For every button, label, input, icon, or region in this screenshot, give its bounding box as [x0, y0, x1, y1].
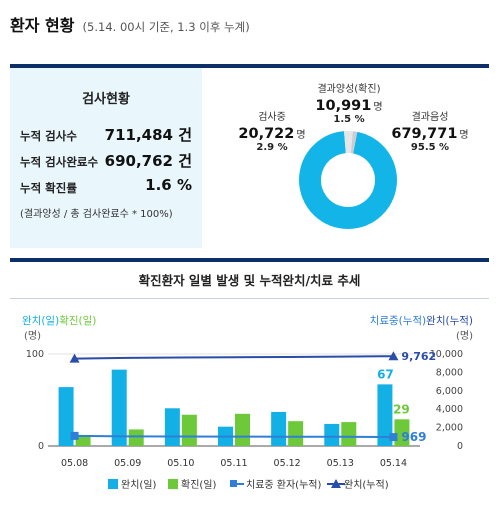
- negative-pct: 95.5 %: [410, 142, 450, 153]
- point-treatment-cumulative: [70, 431, 79, 440]
- legend-label: 완치(누적): [344, 479, 389, 491]
- right-tick-label: 6,000: [436, 386, 463, 397]
- legend-label: 완치(일): [121, 479, 157, 491]
- positive-rate-label: 누적 확진률: [20, 181, 77, 195]
- bar-recovered-daily: [111, 369, 127, 446]
- x-tick-label: 05.14: [380, 458, 407, 469]
- x-tick-label: 05.12: [274, 458, 301, 469]
- testing-unit: 명: [296, 130, 306, 141]
- x-tick-label: 05.10: [167, 458, 194, 469]
- right-tick-label: 4,000: [436, 404, 463, 415]
- test-summary-box: 검사현황 누적 검사수 711,484 건 누적 검사완료수 690,762 건…: [10, 68, 202, 248]
- legend-swatch: [168, 479, 178, 489]
- chart-title: 확진환자 일별 발생 및 누적완치/치료 추세: [138, 273, 361, 288]
- bar-recovered-daily: [58, 387, 74, 446]
- left-axis-caption-a: 완치(일): [22, 314, 59, 327]
- completed-tests-label: 누적 검사완료수: [20, 155, 99, 169]
- section-divider-top: [10, 64, 489, 68]
- testing-stat: 검사중 20,722 명 2.9 %: [232, 108, 312, 153]
- negative-stat: 결과음성 679,771 명 95.5 %: [380, 108, 480, 153]
- positive-rate-value: 1.6 %: [145, 176, 192, 194]
- testing-label: 검사중: [258, 112, 286, 123]
- right-tick-label: 0: [457, 441, 463, 452]
- legend-label: 치료중 환자(누적): [246, 479, 321, 491]
- right-axis-caption: 치료중(누적)완치(누적): [370, 314, 473, 327]
- left-axis-caption: 완치(일)확진(일): [22, 314, 96, 327]
- positive-rate-note: (결과양성 / 총 검사완료수 * 100%): [20, 209, 173, 220]
- line-recovered-cumulative: [74, 355, 394, 360]
- bar-recovered-daily: [377, 384, 393, 446]
- cumulative-tests-label: 누적 검사수: [20, 129, 77, 143]
- positive-unit: 명: [373, 102, 383, 113]
- point-treatment-cumulative: [389, 433, 398, 442]
- data-label: 969: [401, 430, 426, 444]
- left-axis-unit: (명): [24, 330, 41, 342]
- positive-stat: 결과양성(확진) 10,991 명 1.5 %: [305, 80, 393, 125]
- negative-unit: 명: [459, 130, 469, 141]
- point-recovered-cumulative: [69, 353, 80, 363]
- left-tick-label: 100: [26, 349, 44, 360]
- bar-confirmed-daily: [341, 422, 357, 446]
- right-tick-label: 8,000: [436, 367, 463, 378]
- test-summary-title: 검사현황: [82, 92, 130, 107]
- x-tick-label: 05.11: [220, 458, 247, 469]
- page-subtitle: (5.14. 00시 기준, 1.3 이후 누계): [82, 20, 250, 34]
- page-header: 환자 현황 (5.14. 00시 기준, 1.3 이후 누계): [10, 12, 250, 36]
- bar-recovered-daily: [271, 411, 287, 446]
- bar-confirmed-daily: [128, 429, 144, 446]
- positive-pct: 1.5 %: [333, 114, 365, 125]
- donut-chart: [299, 131, 397, 229]
- negative-label: 결과음성: [411, 112, 449, 123]
- bar-recovered-daily: [164, 408, 180, 446]
- legend-label: 확진(일): [181, 479, 217, 491]
- negative-value: 679,771: [391, 126, 458, 142]
- data-label: 67: [377, 367, 394, 381]
- cumulative-tests-value: 711,484 건: [104, 126, 192, 144]
- section-divider-chart: [10, 258, 489, 262]
- bar-confirmed-daily: [288, 421, 304, 446]
- data-label: 9,762: [401, 350, 436, 363]
- bar-confirmed-daily: [181, 414, 197, 446]
- positive-label: 결과양성(확진): [317, 84, 381, 95]
- left-tick-label: 0: [38, 441, 44, 452]
- legend-marker: [331, 479, 341, 488]
- page-title: 환자 현황: [10, 16, 75, 35]
- cumulative-tests-row: 누적 검사수 711,484 건: [20, 126, 192, 144]
- bar-confirmed-daily: [394, 419, 410, 446]
- legend-swatch: [230, 480, 237, 487]
- testing-pct: 2.9 %: [256, 142, 288, 153]
- right-axis-unit: (명): [456, 330, 473, 342]
- bar-confirmed-daily: [75, 434, 91, 446]
- completed-tests-value: 690,762 건: [104, 152, 192, 170]
- donut-slice-positive: [299, 131, 397, 229]
- right-tick-label: 2,000: [436, 423, 463, 434]
- testing-value: 20,722: [238, 126, 295, 142]
- test-status-panel: 검사현황 누적 검사수 711,484 건 누적 검사완료수 690,762 건…: [10, 68, 489, 248]
- x-tick-label: 05.08: [61, 458, 88, 469]
- legend-swatch: [108, 479, 118, 489]
- positive-rate-row: 누적 확진률 1.6 %: [20, 176, 192, 196]
- line-treatment-cumulative: [74, 434, 394, 439]
- bar-recovered-daily: [324, 423, 340, 446]
- x-tick-label: 05.09: [114, 458, 141, 469]
- right-axis-caption-a: 치료중(누적): [370, 315, 427, 327]
- point-recovered-cumulative: [388, 351, 399, 361]
- right-axis-caption-b: 완치(누적): [426, 314, 473, 327]
- chart-title-underline: [10, 298, 489, 299]
- x-tick-label: 05.13: [327, 458, 354, 469]
- bar-confirmed-daily: [235, 413, 250, 446]
- data-label: 29: [393, 402, 410, 416]
- completed-tests-row: 누적 검사완료수 690,762 건: [20, 152, 192, 170]
- positive-value: 10,991: [315, 98, 372, 114]
- right-tick-label: 10,000: [430, 349, 463, 360]
- left-axis-caption-b: 확진(일): [59, 314, 96, 327]
